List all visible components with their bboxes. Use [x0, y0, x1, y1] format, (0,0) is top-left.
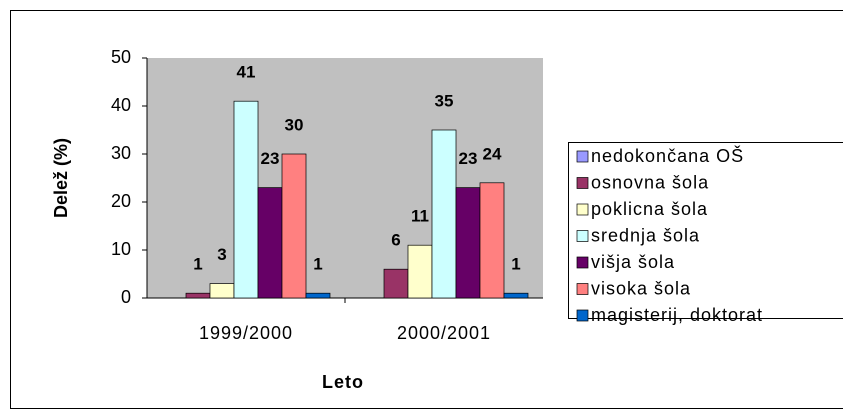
- legend-swatch: [576, 150, 589, 163]
- bar: [383, 268, 409, 299]
- y-tick-label: 30: [111, 143, 131, 163]
- value-label: 24: [483, 144, 502, 163]
- bar: [185, 292, 211, 299]
- legend-label: srednja šola: [591, 225, 700, 245]
- value-label: 3: [217, 245, 226, 264]
- y-tick-label: 20: [111, 191, 131, 211]
- legend: [568, 142, 843, 319]
- legend-swatch: [576, 177, 589, 189]
- bar: [233, 100, 259, 299]
- legend-swatch: [576, 256, 589, 269]
- legend-label: višja šola: [591, 252, 675, 272]
- value-label: 1: [193, 255, 202, 274]
- y-tick-label: 0: [121, 287, 131, 307]
- bar: [431, 129, 457, 299]
- bar: [407, 244, 433, 299]
- legend-label: visoka šola: [591, 278, 691, 298]
- bar: [209, 283, 235, 299]
- x-tick-label: 1999/2000: [199, 323, 293, 343]
- y-tick-label: 40: [111, 95, 131, 115]
- value-label: 30: [285, 115, 304, 134]
- value-label: 41: [237, 63, 256, 82]
- bar: [503, 292, 529, 299]
- value-label: 23: [459, 149, 478, 168]
- legend-swatch: [576, 283, 589, 295]
- value-label: 35: [435, 91, 454, 110]
- y-tick-label: 10: [111, 239, 131, 259]
- bar: [455, 187, 481, 299]
- x-axis-label: Leto: [322, 372, 364, 392]
- value-label: 1: [313, 255, 322, 274]
- value-label: 11: [411, 207, 429, 226]
- legend-swatch: [576, 203, 589, 216]
- legend-label: nedokončana OŠ: [591, 145, 744, 166]
- value-label: 23: [261, 149, 280, 168]
- legend-label: osnovna šola: [591, 172, 709, 192]
- x-tick-label: 2000/2001: [397, 323, 491, 343]
- legend-swatch: [576, 309, 589, 322]
- bar: [281, 153, 307, 299]
- legend-label: magisterij, doktorat: [591, 305, 763, 325]
- value-label: 1: [511, 255, 520, 274]
- bar: [257, 187, 283, 299]
- y-axis-label: Delež (%): [51, 138, 71, 218]
- bar: [479, 182, 505, 299]
- value-label: 6: [391, 231, 400, 250]
- bar: [305, 292, 331, 299]
- legend-swatch: [576, 230, 589, 242]
- legend-label: poklicna šola: [591, 199, 708, 219]
- y-tick-label: 50: [111, 47, 131, 67]
